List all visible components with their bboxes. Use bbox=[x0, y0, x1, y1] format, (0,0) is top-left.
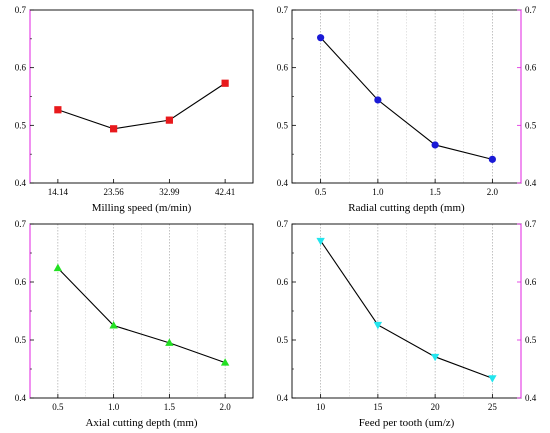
y-tick-label: 0.5 bbox=[15, 120, 27, 130]
x-tick-label: 0.5 bbox=[315, 187, 327, 197]
x-tick-label: 2.0 bbox=[220, 402, 232, 412]
y-tick-label: 0.6 bbox=[277, 63, 289, 73]
data-point bbox=[221, 79, 229, 87]
x-tick-label: 0.5 bbox=[52, 402, 64, 412]
y-tick-label: 0.7 bbox=[15, 219, 27, 229]
y-tick-label: 0.5 bbox=[277, 335, 289, 345]
data-point bbox=[317, 34, 325, 42]
data-point bbox=[316, 237, 325, 246]
y-tick-label: 0.6 bbox=[15, 63, 27, 73]
right-y-tick-label: 0.6 bbox=[525, 277, 537, 287]
chart-panel-4: 0.4 0.5 0.6 0.7 0.4 0.5 0.6 0.7 10 15 20 25 Feed per… bbox=[277, 219, 537, 429]
y-tick-label: 0.4 bbox=[15, 393, 27, 403]
data-point bbox=[220, 358, 230, 366]
x-tick-label: 1.5 bbox=[164, 402, 176, 412]
data-point bbox=[54, 106, 62, 114]
data-point bbox=[431, 141, 439, 149]
chart-panel-2: 0.4 0.5 0.6 0.7 0.4 0.5 0.6 0.7 0.5 1.0 1.5 2.0 Radi… bbox=[277, 5, 537, 214]
chart-panel-1: 0.4 0.5 0.6 0.7 14.14 23.56 32.99 42.41 Milling … bbox=[15, 5, 254, 214]
x-tick-label: 20 bbox=[431, 402, 441, 412]
data-point bbox=[374, 96, 382, 104]
x-tick-label: 15 bbox=[373, 402, 383, 412]
right-y-tick-label: 0.5 bbox=[525, 335, 537, 345]
y-tick-label: 0.7 bbox=[15, 5, 27, 15]
series-line bbox=[320, 240, 493, 379]
chart-panel-3: 0.4 0.5 0.6 0.7 0.5 1.0 1.5 2.0 Axial cutting de… bbox=[15, 219, 254, 429]
x-axis-label: Axial cutting depth (mm) bbox=[85, 417, 197, 429]
data-point bbox=[488, 155, 496, 163]
y-tick-label: 0.5 bbox=[277, 120, 289, 130]
right-y-tick-label: 0.4 bbox=[525, 178, 537, 188]
y-tick-label: 0.4 bbox=[277, 178, 289, 188]
right-y-tick-label: 0.7 bbox=[525, 5, 537, 15]
x-tick-label: 14.14 bbox=[48, 187, 69, 197]
x-tick-label: 1.0 bbox=[108, 402, 120, 412]
data-point bbox=[373, 321, 383, 330]
y-tick-label: 0.4 bbox=[15, 178, 27, 188]
data-point bbox=[109, 321, 118, 329]
data-point bbox=[110, 125, 118, 133]
x-axis-label: Milling speed (m/min) bbox=[92, 202, 192, 214]
series-line bbox=[57, 82, 226, 130]
y-tick-label: 0.7 bbox=[277, 5, 289, 15]
right-y-tick-label: 0.6 bbox=[525, 63, 537, 73]
series-line bbox=[320, 37, 493, 160]
y-tick-label: 0.6 bbox=[15, 277, 27, 287]
data-point bbox=[430, 353, 440, 362]
x-tick-label: 1.5 bbox=[430, 187, 442, 197]
x-tick-label: 1.0 bbox=[372, 187, 384, 197]
series-line bbox=[57, 267, 226, 364]
data-point bbox=[165, 116, 173, 124]
x-tick-label: 23.56 bbox=[104, 187, 125, 197]
y-tick-label: 0.7 bbox=[277, 219, 289, 229]
right-y-tick-label: 0.4 bbox=[525, 393, 537, 403]
x-axis-label: Feed per tooth (um/z) bbox=[359, 417, 455, 429]
x-tick-label: 42.41 bbox=[215, 187, 235, 197]
plot-frame bbox=[29, 9, 254, 184]
y-tick-label: 0.5 bbox=[15, 335, 27, 345]
data-point bbox=[488, 375, 497, 383]
x-axis-label: Radial cutting depth (mm) bbox=[348, 202, 465, 214]
x-tick-label: 32.99 bbox=[159, 187, 180, 197]
data-point bbox=[165, 338, 174, 346]
right-y-tick-label: 0.7 bbox=[525, 219, 537, 229]
right-y-tick-label: 0.5 bbox=[525, 120, 537, 130]
x-tick-label: 25 bbox=[488, 402, 498, 412]
x-tick-label: 2.0 bbox=[487, 187, 499, 197]
data-point bbox=[53, 263, 63, 272]
y-tick-label: 0.6 bbox=[277, 277, 289, 287]
x-tick-label: 10 bbox=[316, 402, 326, 412]
y-tick-label: 0.4 bbox=[277, 393, 289, 403]
